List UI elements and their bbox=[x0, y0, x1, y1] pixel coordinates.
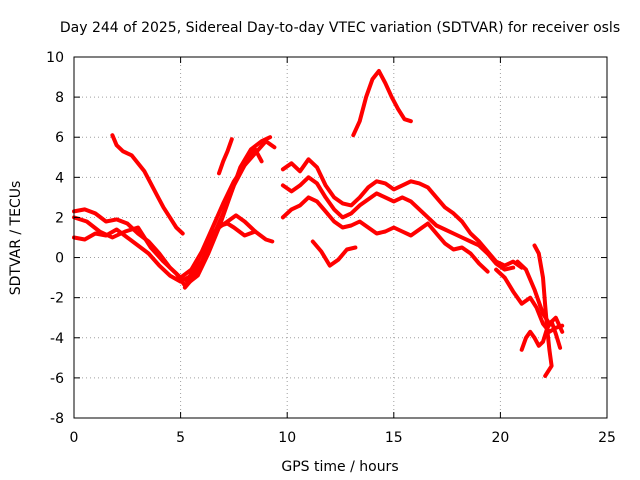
y-tick-label: -2 bbox=[50, 291, 64, 307]
chart-title: Day 244 of 2025, Sidereal Day-to-day VTE… bbox=[60, 20, 620, 36]
series-track-l bbox=[351, 69, 413, 138]
series-track-p bbox=[519, 319, 563, 352]
x-tick-label: 10 bbox=[278, 430, 296, 446]
y-tick-label: -4 bbox=[50, 331, 64, 347]
x-tick-label: 5 bbox=[176, 430, 185, 446]
series-track-h bbox=[280, 157, 524, 270]
y-tick-label: -8 bbox=[50, 411, 64, 427]
y-tick-label: 8 bbox=[55, 90, 64, 106]
plot-frame bbox=[73, 56, 608, 419]
x-axis-label: GPS time / hours bbox=[281, 459, 398, 475]
series-track-k bbox=[310, 239, 358, 268]
y-tick-label: 4 bbox=[55, 170, 64, 186]
y-axis-label: SDTVAR / TECUs bbox=[8, 181, 24, 296]
series-track-j bbox=[280, 195, 490, 274]
series-track-o bbox=[532, 243, 554, 378]
y-tick-label: 2 bbox=[55, 210, 64, 226]
series-track-n bbox=[515, 259, 565, 334]
series-track-g bbox=[217, 137, 234, 176]
y-tick-label: 6 bbox=[55, 130, 64, 146]
series-track-d bbox=[110, 133, 185, 236]
data-series-group bbox=[72, 69, 565, 378]
grid bbox=[74, 57, 607, 418]
x-tick-label: 0 bbox=[70, 430, 79, 446]
series-track-b bbox=[72, 135, 273, 288]
x-tick-label: 20 bbox=[491, 430, 509, 446]
y-tick-label: 10 bbox=[46, 50, 64, 66]
series-track-f bbox=[185, 221, 258, 284]
x-tick-label: 25 bbox=[598, 430, 616, 446]
y-tick-label: 0 bbox=[55, 251, 64, 267]
x-tick-label: 15 bbox=[385, 430, 403, 446]
series-track-i bbox=[280, 175, 516, 272]
series-track-c bbox=[72, 147, 264, 284]
y-tick-label: -6 bbox=[50, 371, 64, 387]
